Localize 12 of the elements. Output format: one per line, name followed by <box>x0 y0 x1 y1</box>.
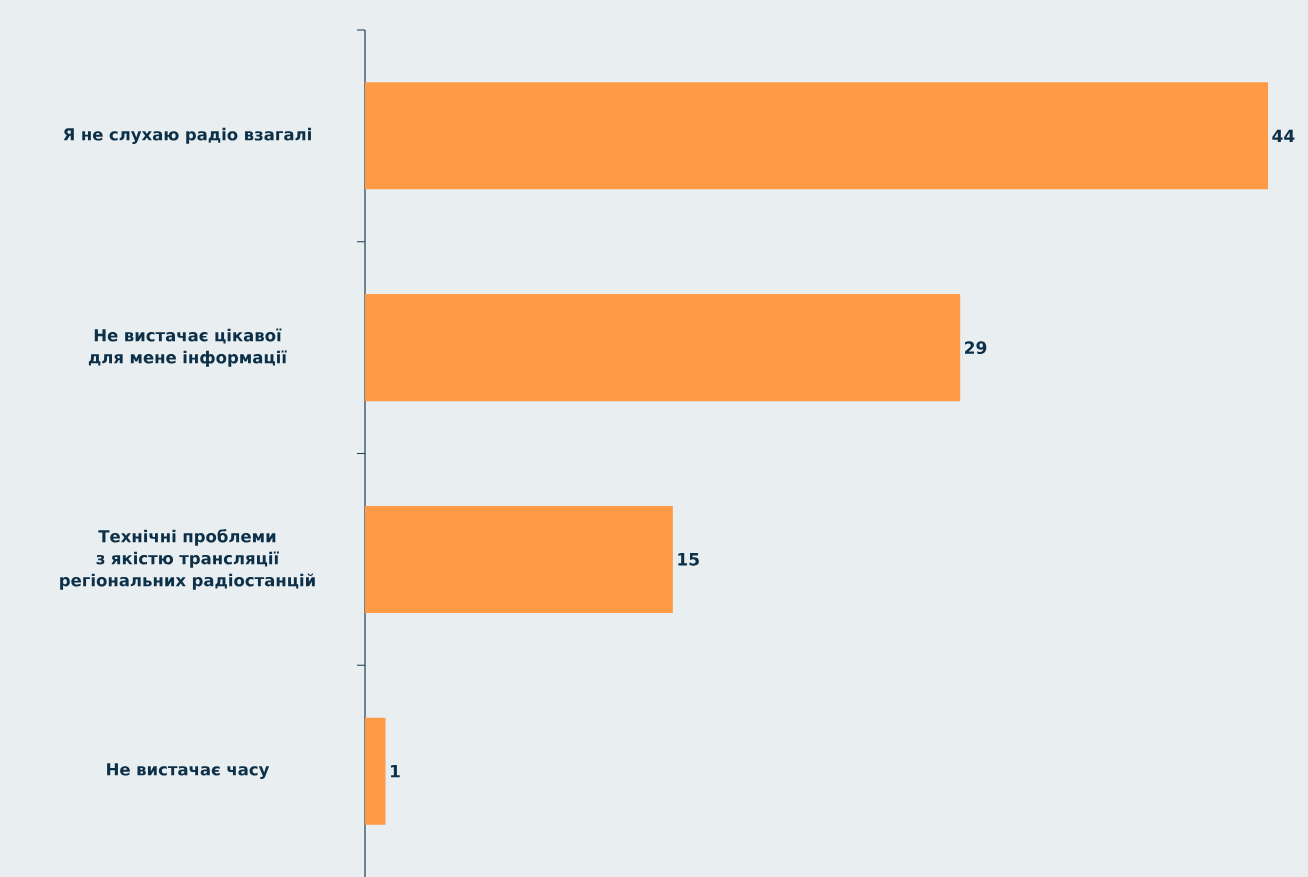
data-label: 15 <box>678 553 699 566</box>
data-label: 1 <box>390 764 400 778</box>
data-label: 44 <box>1272 129 1295 143</box>
bar <box>365 82 1269 190</box>
bar <box>365 505 673 613</box>
bar <box>365 717 386 825</box>
data-label: 29 <box>965 341 987 355</box>
y-tick-label: Не вистачає часу <box>107 763 270 779</box>
y-tick-label: Технічні проблеми з якістю трансляції регіональних радіостанцій <box>60 529 315 590</box>
y-tick-label: Я не слухаю радіо взагалі <box>63 127 311 144</box>
bar <box>365 294 961 402</box>
y-tick-label: Не вистачає цікавої для мене інформації <box>88 328 287 367</box>
